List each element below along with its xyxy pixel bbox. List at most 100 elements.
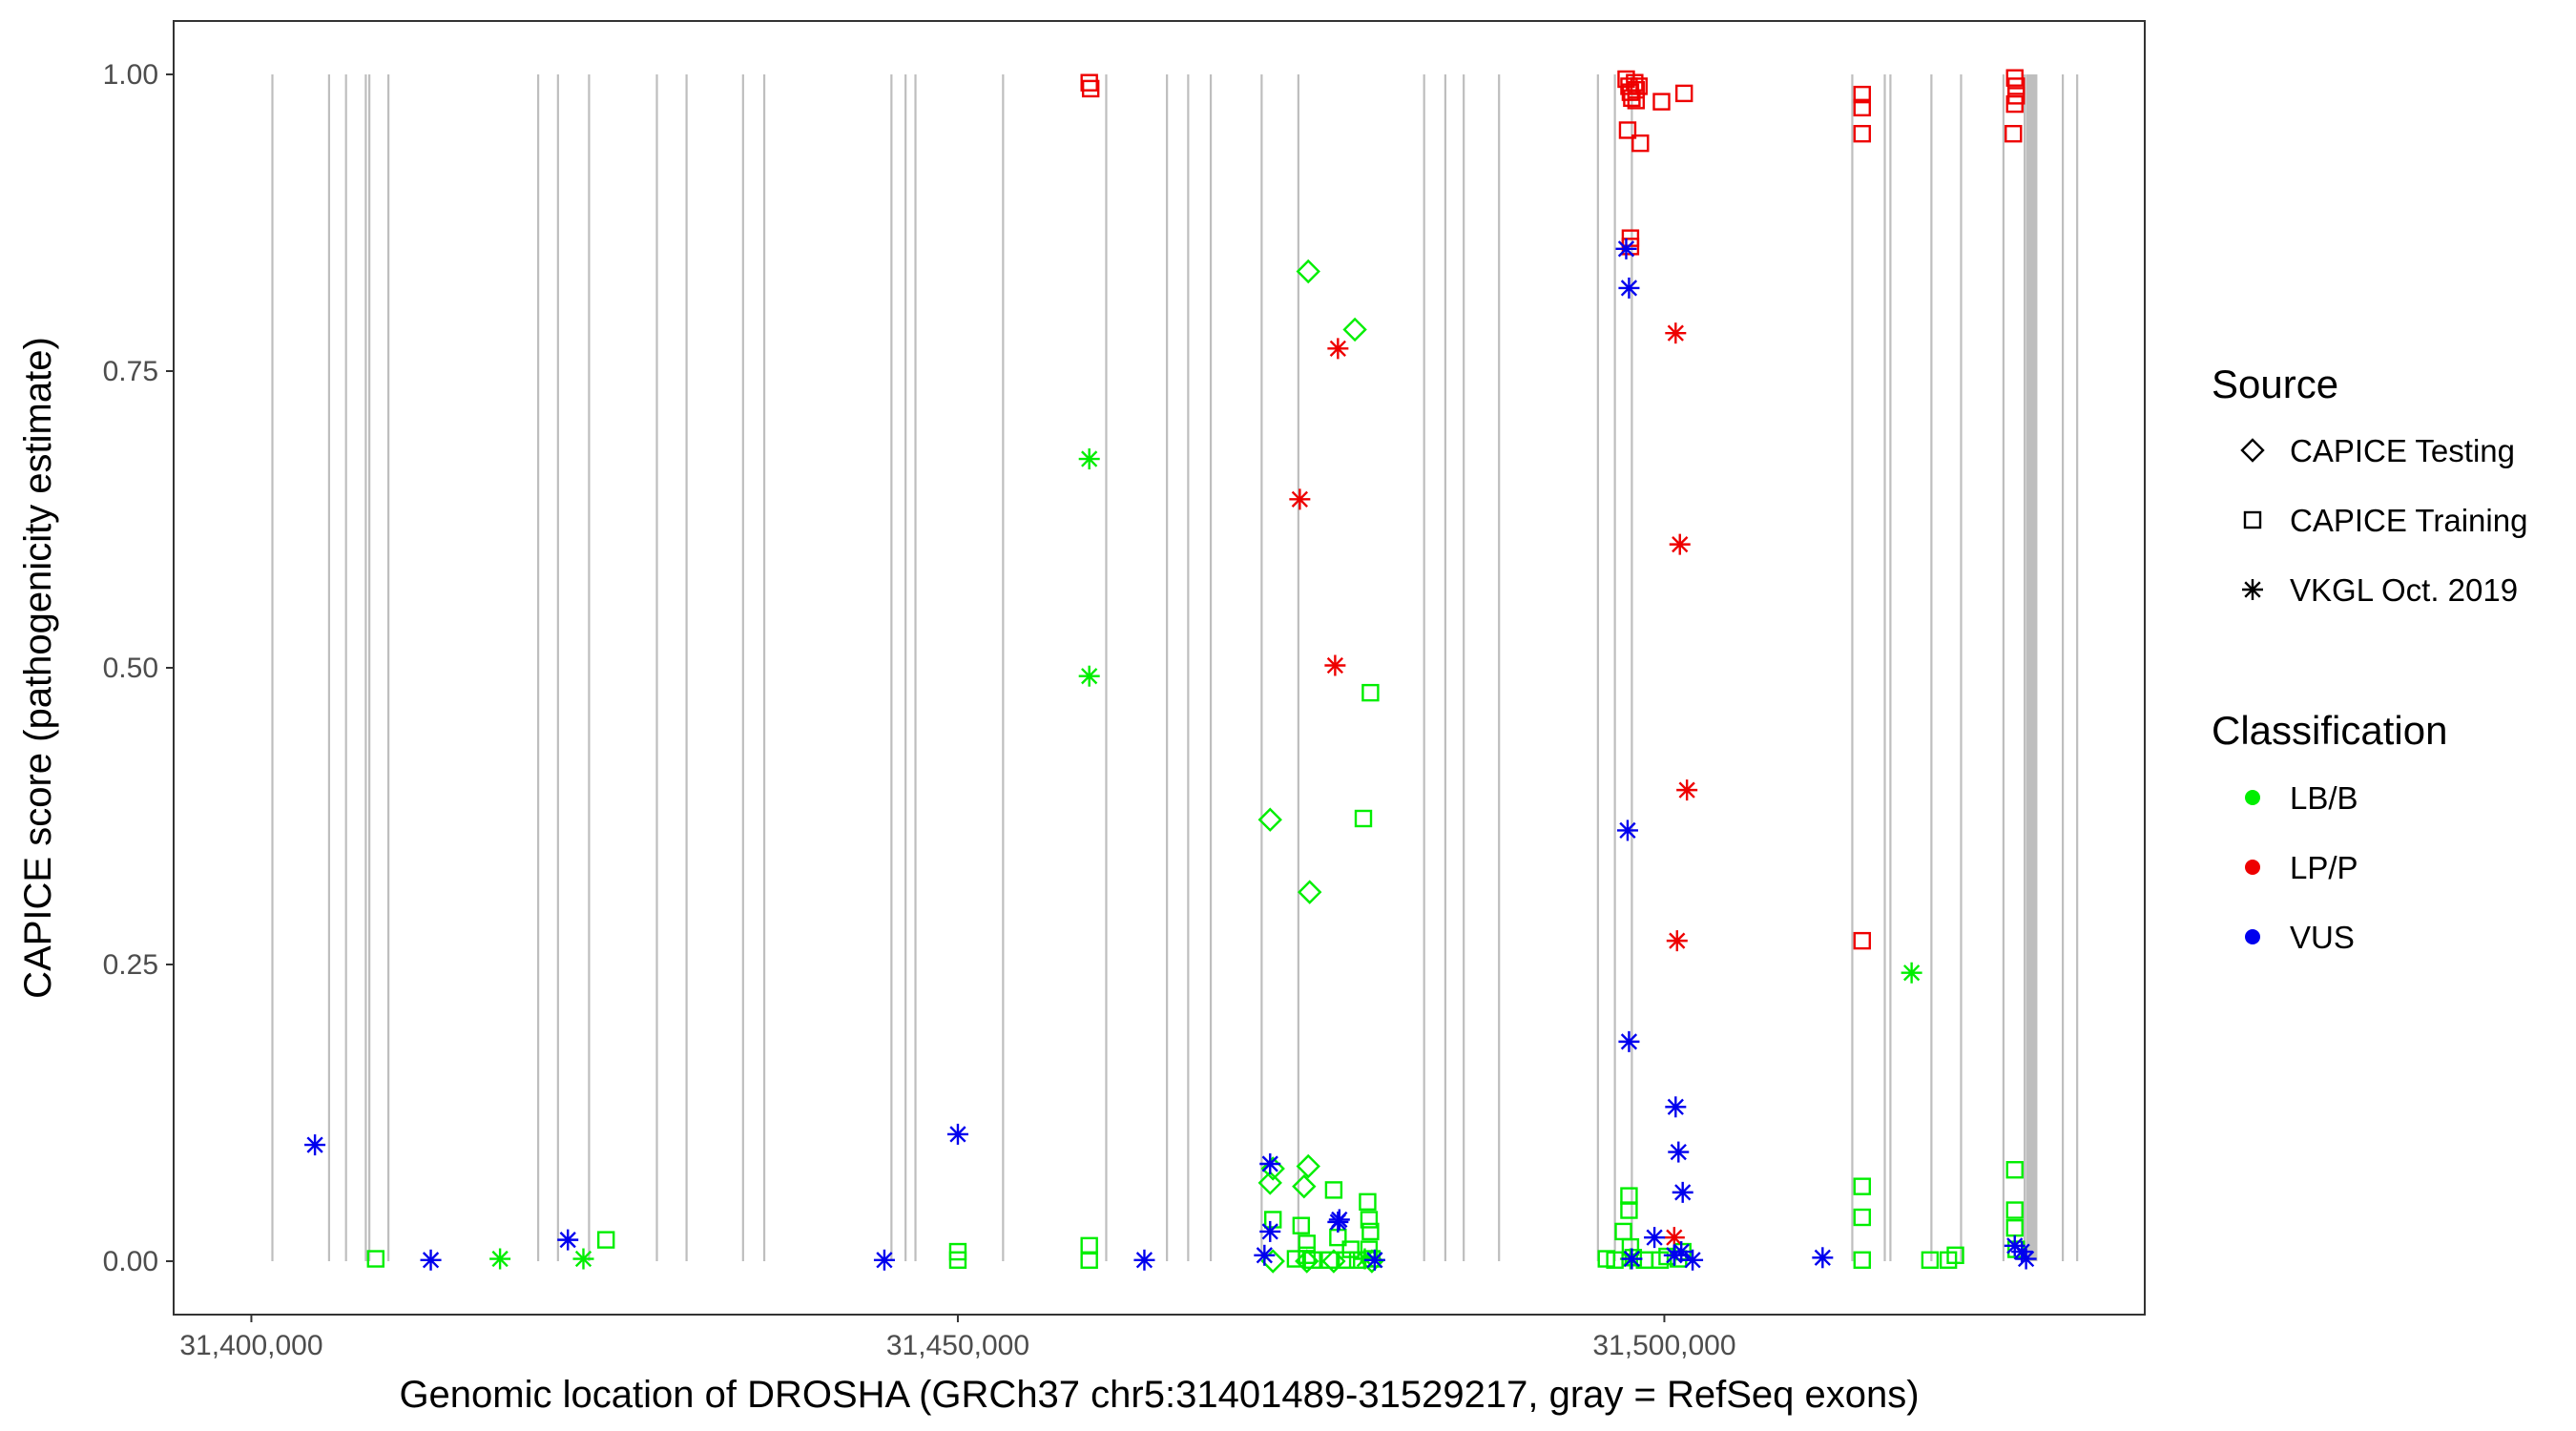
data-point bbox=[1631, 134, 1650, 153]
data-point bbox=[1327, 338, 1349, 360]
data-point bbox=[557, 1229, 579, 1251]
legend-classification-label: LB/B bbox=[2290, 780, 2358, 816]
y-tick-label: 0.75 bbox=[103, 356, 158, 387]
legend-source-label: VKGL Oct. 2019 bbox=[2290, 572, 2518, 608]
data-point bbox=[2005, 94, 2024, 114]
data-point bbox=[1321, 1249, 1346, 1274]
data-point bbox=[1668, 1141, 1690, 1163]
data-point bbox=[1921, 1251, 1940, 1269]
data-point bbox=[1354, 809, 1373, 828]
data-point bbox=[1618, 121, 1637, 139]
data-point bbox=[1606, 1251, 1624, 1269]
data-point bbox=[1644, 1227, 1666, 1249]
legend-key-diamond-icon bbox=[2240, 438, 2265, 463]
data-point bbox=[873, 1249, 895, 1271]
legend-key-dot-icon bbox=[2245, 860, 2260, 875]
data-point bbox=[366, 1250, 384, 1268]
data-point bbox=[1292, 1173, 1317, 1199]
data-point bbox=[1361, 683, 1380, 702]
data-point bbox=[948, 1251, 967, 1269]
data-point bbox=[2007, 77, 2025, 95]
data-point bbox=[1615, 238, 1637, 259]
data-point bbox=[1133, 1249, 1155, 1271]
data-point bbox=[1324, 1181, 1343, 1199]
data-point bbox=[2005, 1161, 2024, 1179]
data-point bbox=[1616, 819, 1638, 841]
data-point bbox=[1342, 317, 1367, 342]
data-point bbox=[1669, 533, 1691, 555]
data-point bbox=[1853, 98, 1871, 117]
data-point bbox=[1260, 1156, 1285, 1181]
data-point bbox=[1320, 1251, 1339, 1269]
data-point bbox=[1812, 1247, 1834, 1269]
data-point bbox=[1324, 654, 1346, 676]
data-point bbox=[1618, 277, 1640, 299]
data-point bbox=[2005, 1201, 2024, 1219]
data-point bbox=[1363, 1249, 1385, 1271]
data-point bbox=[1853, 124, 1871, 143]
data-point bbox=[2015, 1248, 2037, 1270]
data-point bbox=[1665, 322, 1687, 344]
legend-key-dot-icon bbox=[2245, 790, 2260, 805]
data-point bbox=[1671, 1241, 1693, 1263]
legend: Source Classification CAPICE Testing CAPI… bbox=[2212, 362, 2527, 955]
data-point bbox=[1257, 1171, 1282, 1195]
data-point bbox=[1853, 1251, 1871, 1269]
data-point bbox=[1081, 79, 1100, 98]
y-axis-title: CAPICE score (pathogenicity estimate) bbox=[17, 337, 59, 999]
data-point bbox=[1298, 880, 1322, 904]
data-point bbox=[1853, 1177, 1871, 1195]
y-tick-label: 0.00 bbox=[103, 1246, 158, 1277]
data-point bbox=[1620, 1187, 1638, 1205]
x-tick-label: 31,450,000 bbox=[886, 1330, 1029, 1361]
axes: 0.00 0.25 0.50 0.75 1.00 31,400,000 31,450,000… bbox=[103, 59, 1736, 1361]
data-point bbox=[1298, 1234, 1316, 1253]
y-tick-label: 1.00 bbox=[103, 59, 158, 91]
data-point bbox=[1652, 93, 1671, 111]
data-point bbox=[1292, 1216, 1311, 1234]
legend-key-square-icon bbox=[2243, 510, 2262, 529]
legend-source-label: CAPICE Training bbox=[2290, 503, 2527, 538]
data-point bbox=[1853, 85, 1871, 104]
series-square-lbb bbox=[366, 683, 2025, 1269]
data-point bbox=[1901, 962, 1922, 984]
data-point bbox=[1359, 1192, 1377, 1212]
x-axis-title: Genomic location of DROSHA (GRCh37 chr5:… bbox=[399, 1374, 1919, 1416]
series-asterisk-vus bbox=[304, 238, 2037, 1271]
legend-key-dot-icon bbox=[2245, 929, 2260, 944]
data-point bbox=[946, 1123, 968, 1145]
data-point bbox=[1627, 92, 1646, 110]
data-point bbox=[1672, 1181, 1693, 1203]
data-point bbox=[1328, 1209, 1350, 1231]
data-point bbox=[2005, 124, 2023, 143]
data-point bbox=[1676, 779, 1698, 801]
data-point bbox=[1853, 931, 1871, 950]
data-point bbox=[1338, 1251, 1356, 1269]
data-point bbox=[1621, 1248, 1643, 1270]
data-point bbox=[1665, 1096, 1687, 1118]
legend-classification-label: VUS bbox=[2290, 920, 2355, 955]
data-point bbox=[1286, 1250, 1305, 1268]
data-point bbox=[489, 1248, 511, 1270]
exon-lines bbox=[271, 73, 2079, 1262]
data-point bbox=[1946, 1246, 1964, 1264]
data-point bbox=[1682, 1249, 1704, 1271]
data-point bbox=[1627, 80, 1646, 99]
data-point bbox=[1296, 259, 1320, 284]
x-tick-label: 31,500,000 bbox=[1592, 1330, 1735, 1361]
data-point bbox=[1078, 448, 1100, 470]
legend-classification-label: LP/P bbox=[2290, 850, 2358, 885]
data-point bbox=[1361, 1222, 1380, 1241]
y-tick-label: 0.50 bbox=[103, 653, 158, 684]
data-point bbox=[1080, 73, 1098, 92]
data-point bbox=[1289, 488, 1311, 510]
data-point bbox=[1360, 1240, 1379, 1258]
y-tick-label: 0.25 bbox=[103, 949, 158, 981]
legend-key-asterisk-icon bbox=[2242, 579, 2263, 600]
data-point bbox=[1624, 1249, 1643, 1267]
data-point bbox=[1080, 1251, 1098, 1269]
data-point bbox=[1303, 1251, 1321, 1269]
data-point bbox=[304, 1134, 326, 1156]
